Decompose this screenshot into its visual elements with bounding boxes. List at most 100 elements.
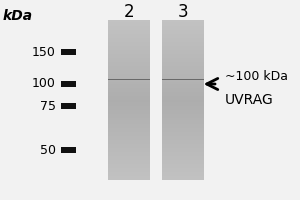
Bar	[108, 112, 149, 114]
Bar	[108, 74, 149, 76]
Bar	[108, 46, 149, 48]
Bar	[162, 58, 204, 60]
Bar	[108, 124, 149, 126]
Bar	[108, 76, 149, 77]
Bar	[162, 108, 204, 110]
Bar	[108, 126, 149, 128]
Bar	[108, 76, 149, 78]
Bar	[162, 76, 204, 77]
Bar	[108, 174, 149, 176]
Bar	[108, 100, 149, 102]
Bar	[162, 26, 204, 28]
Bar	[108, 77, 149, 78]
Bar	[108, 82, 149, 84]
Bar	[108, 50, 149, 52]
Text: UVRAG: UVRAG	[225, 93, 274, 107]
Bar	[162, 166, 204, 168]
Bar	[108, 40, 149, 42]
Bar	[162, 118, 204, 120]
Bar	[108, 152, 149, 154]
Bar	[162, 148, 204, 150]
Bar	[108, 58, 149, 60]
Bar	[162, 114, 204, 116]
Bar	[162, 144, 204, 146]
Bar	[108, 86, 149, 87]
Bar	[162, 124, 204, 126]
Bar	[61, 49, 76, 55]
Bar	[162, 126, 204, 128]
Bar	[108, 160, 149, 162]
Bar	[162, 90, 204, 91]
Bar	[108, 62, 149, 64]
Bar	[162, 138, 204, 140]
Bar	[108, 30, 149, 32]
Bar	[162, 62, 204, 64]
Bar	[162, 68, 204, 70]
Bar	[108, 102, 149, 104]
Bar	[108, 26, 149, 28]
Bar	[108, 84, 149, 85]
Bar	[162, 160, 204, 162]
Bar	[162, 120, 204, 122]
Bar	[108, 148, 149, 150]
Bar	[108, 79, 149, 80]
Bar	[162, 80, 204, 82]
Bar	[108, 128, 149, 130]
Bar	[162, 60, 204, 62]
Bar	[162, 66, 204, 68]
Bar	[108, 136, 149, 138]
Bar	[108, 168, 149, 170]
Bar	[108, 140, 149, 142]
Bar	[108, 42, 149, 44]
Bar	[108, 64, 149, 66]
Bar	[108, 48, 149, 50]
Bar	[162, 142, 204, 144]
Bar	[162, 24, 204, 26]
Bar	[162, 78, 204, 79]
Bar	[108, 72, 149, 74]
Bar	[108, 170, 149, 172]
Bar	[108, 34, 149, 36]
Bar	[162, 20, 204, 22]
Bar	[108, 78, 149, 79]
Bar	[108, 56, 149, 58]
Bar	[162, 76, 204, 78]
Bar	[162, 146, 204, 148]
Bar	[162, 78, 204, 80]
Bar	[162, 64, 204, 66]
Bar	[162, 130, 204, 132]
Bar	[108, 108, 149, 110]
Bar	[162, 52, 204, 54]
Bar	[162, 134, 204, 136]
Text: 75: 75	[40, 99, 56, 112]
Bar	[108, 138, 149, 140]
Bar	[108, 24, 149, 26]
Bar	[162, 174, 204, 176]
Bar	[108, 130, 149, 132]
Bar	[162, 92, 204, 94]
Bar	[108, 166, 149, 168]
Text: 3: 3	[178, 3, 188, 21]
Bar	[162, 32, 204, 34]
Bar	[108, 156, 149, 158]
Bar	[162, 79, 204, 80]
Bar	[108, 60, 149, 62]
Bar	[162, 88, 204, 90]
Bar	[162, 164, 204, 166]
Bar	[162, 94, 204, 96]
Text: 150: 150	[32, 46, 56, 58]
Bar	[162, 176, 204, 178]
Text: 50: 50	[40, 144, 56, 156]
Text: 2: 2	[124, 3, 134, 21]
Bar	[108, 78, 149, 80]
Bar	[162, 54, 204, 56]
Bar	[162, 98, 204, 100]
Bar	[162, 96, 204, 98]
Bar	[162, 128, 204, 130]
Bar	[108, 132, 149, 134]
Bar	[61, 103, 76, 109]
Bar	[162, 80, 204, 81]
Bar	[108, 114, 149, 116]
Bar	[162, 50, 204, 52]
Bar	[108, 88, 149, 89]
